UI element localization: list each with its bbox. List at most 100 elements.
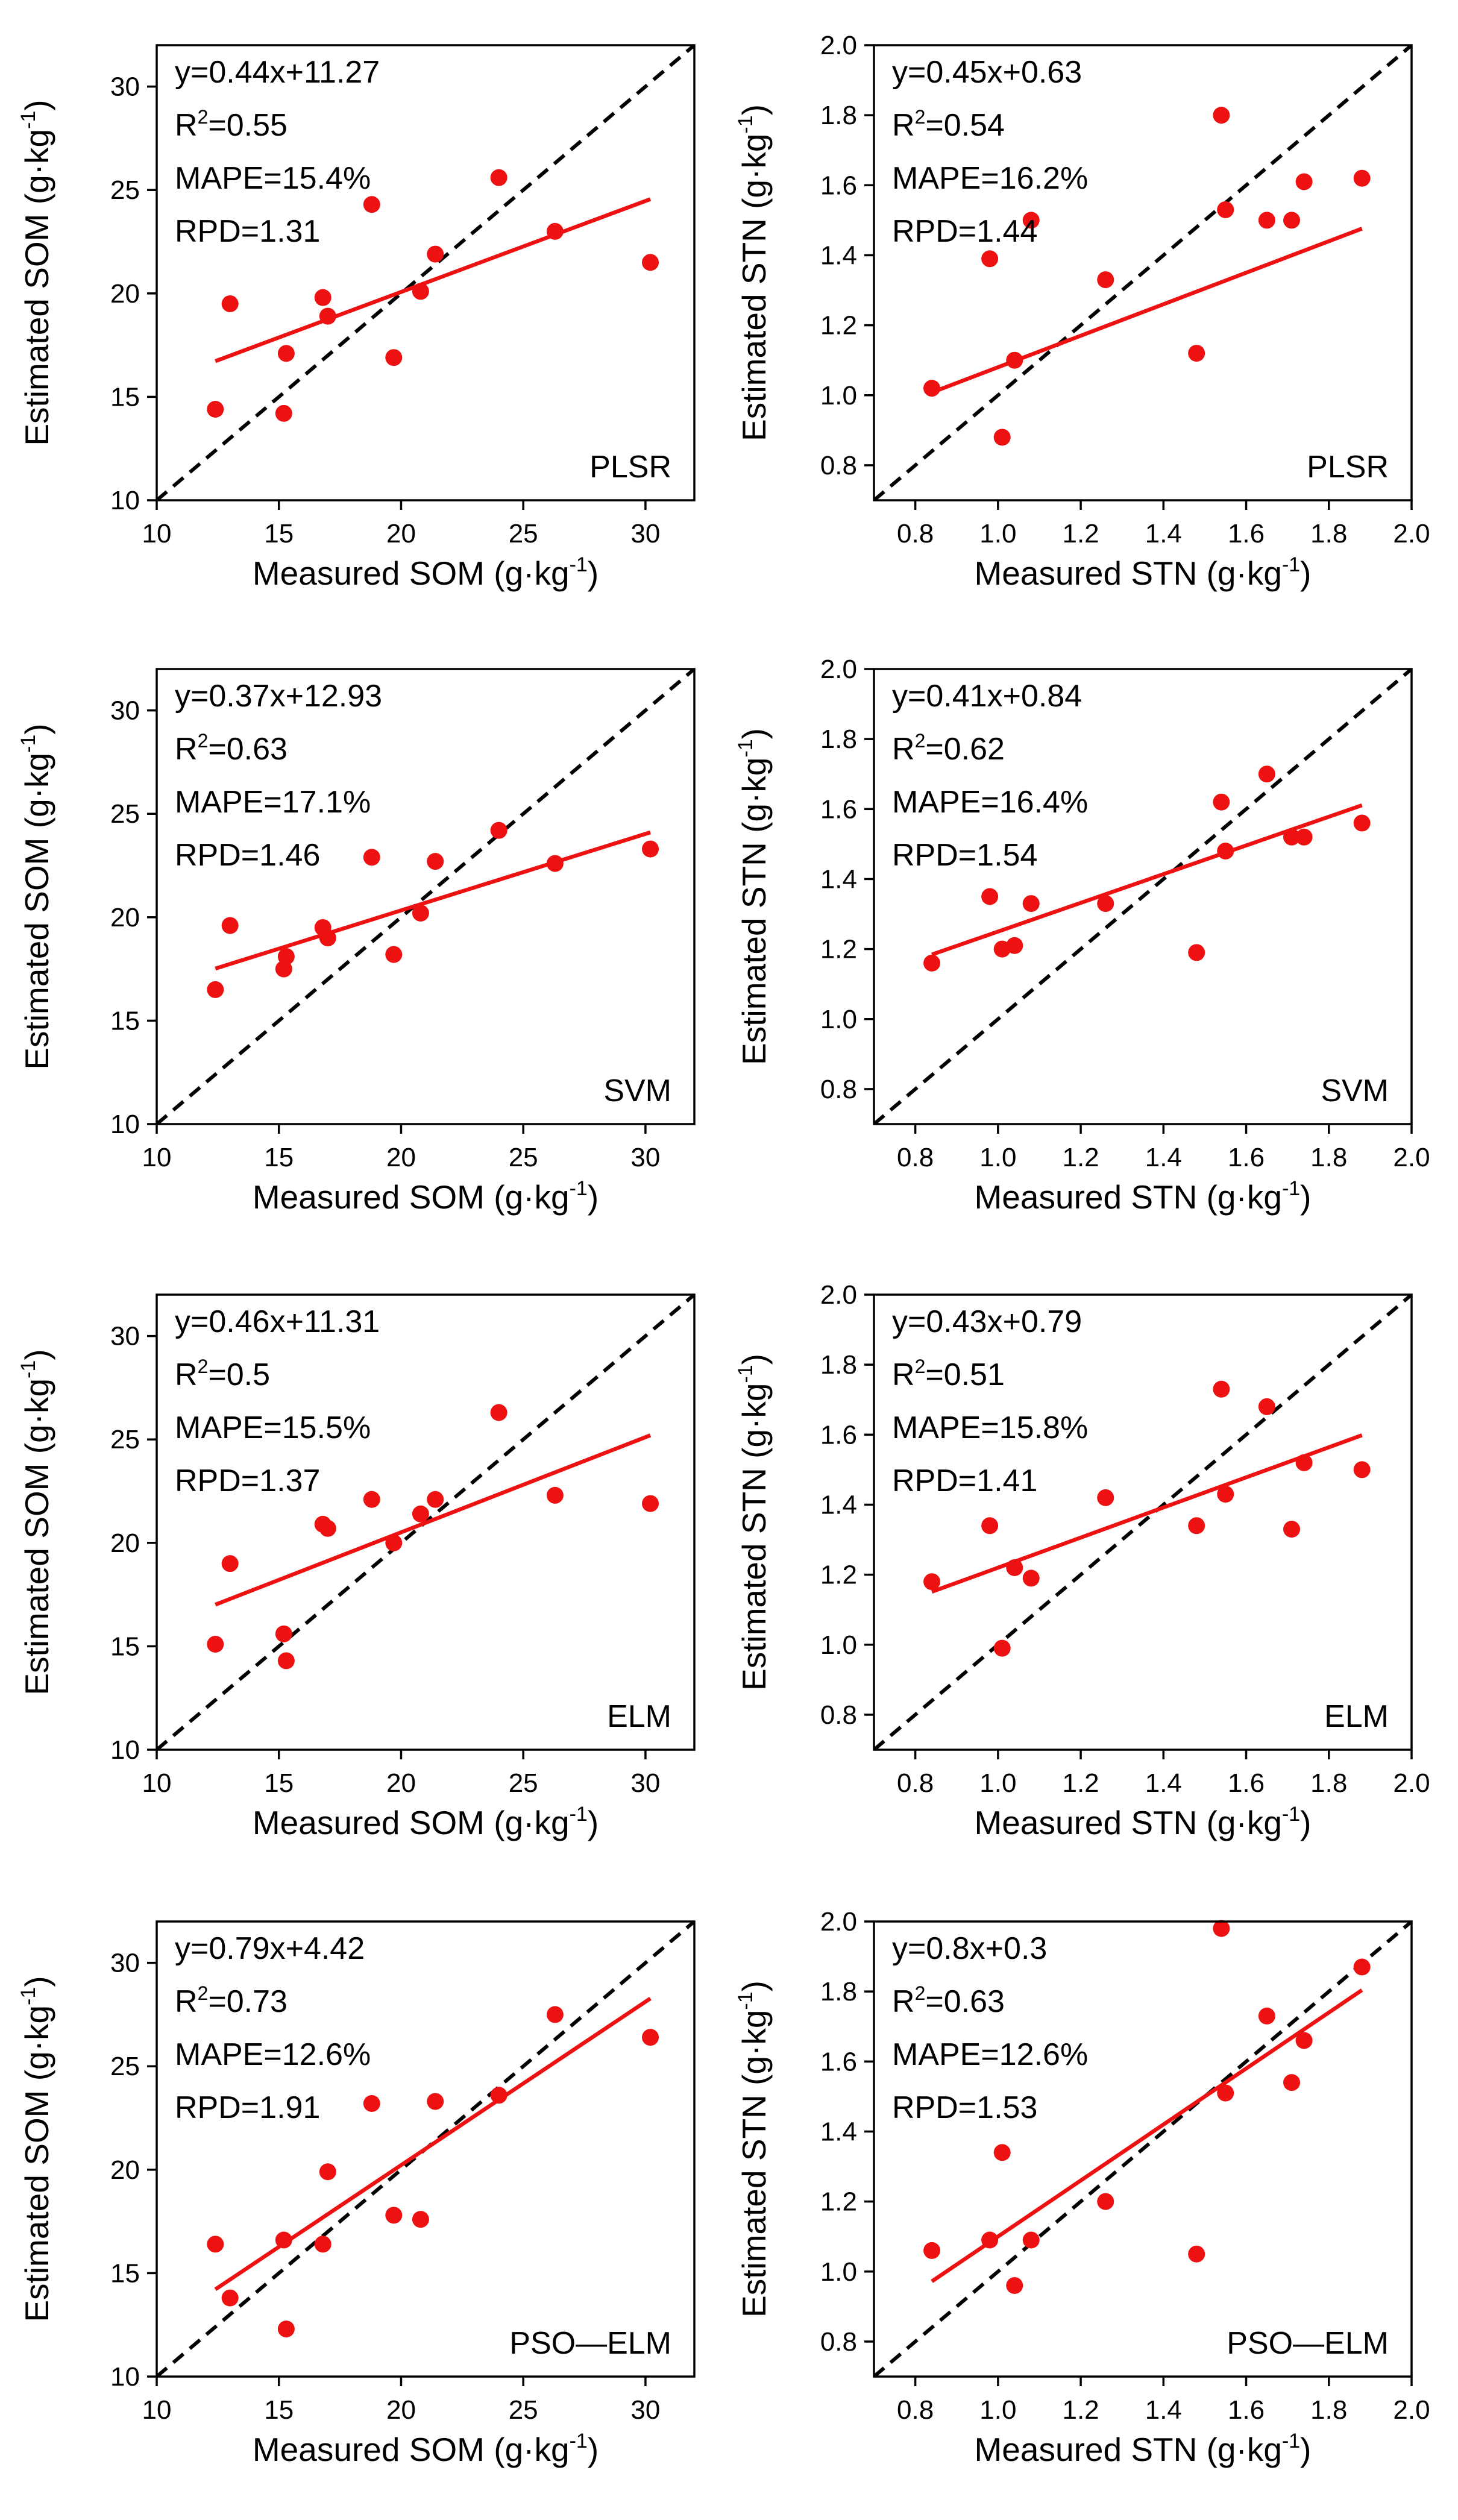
x-tick-label: 1.8 [1310,2395,1347,2425]
data-point [319,929,336,947]
data-point [314,2236,332,2253]
scatter-panel-elm-som: 10 15 20 25 30 10 15 20 25 30 Measured SOM (g·kg-1… [3,1268,732,1893]
regression-equation: y=0.41x+0.84 [892,679,1082,714]
x-tick-label: 30 [630,2395,660,2425]
data-point [363,1491,380,1508]
identity-line [874,45,1412,500]
x-tick-label: 2.0 [1393,1768,1430,1798]
data-point [981,1517,999,1535]
data-point [1213,1920,1230,1937]
x-tick-label: 10 [142,519,172,548]
x-tick-label: 1.0 [979,1768,1016,1798]
y-tick-label: 30 [110,696,140,726]
axes-frame [156,1920,696,2378]
regression-line [215,830,651,971]
y-tick-label: 2.0 [820,1907,857,1937]
data-point [1258,2007,1275,2025]
x-tick-label: 30 [630,1768,660,1798]
y-tick-label: 20 [110,2155,140,2185]
y-tick-label: 15 [110,1006,140,1035]
mape-label: MAPE=12.6% [175,2037,371,2072]
rpd-label: RPD=1.37 [175,1463,320,1498]
x-tick-label: 0.8 [897,1768,934,1798]
data-point [981,2231,999,2249]
data-point [1006,2277,1023,2294]
y-tick-label: 25 [110,1425,140,1454]
data-point [1353,814,1371,832]
data-point [427,1491,444,1508]
identity-line [157,45,694,500]
scatter-panel-svm-som: 10 15 20 25 30 10 15 20 25 30 Measured SOM (g·kg-1… [3,642,732,1268]
axes-frame [156,1293,696,1751]
x-tick-label: 1.6 [1228,1768,1265,1798]
data-point [277,345,295,362]
r-squared-label: R2=0.62 [892,730,1005,767]
data-point [221,1555,239,1573]
y-axis-label: Estimated STN (g·kg-1) [734,1354,773,1691]
y-tick-label: 10 [110,1110,140,1139]
y-tick-label: 25 [110,175,140,205]
data-point [490,169,507,186]
y-tick-label: 1.8 [820,1977,857,2006]
data-point [546,2006,564,2023]
y-axis-label: Estimated SOM (g·kg-1) [17,723,55,1069]
data-point [546,1486,564,1504]
data-point [993,1639,1011,1657]
y-tick-label: 1.0 [820,1005,857,1034]
x-tick-label: 1.0 [979,1143,1016,1172]
x-tick-label: 0.8 [897,519,934,548]
data-point [490,1404,507,1421]
axes-frame [873,668,1413,1125]
r-squared-label: R2=0.63 [175,730,288,767]
y-tick-label: 1.2 [820,2187,857,2217]
model-name-label: PSO—ELM [1227,2326,1389,2361]
mape-label: MAPE=16.4% [892,785,1088,820]
data-point [275,2231,292,2249]
x-tick-label: 1.0 [979,2395,1016,2425]
y-tick-label: 1.0 [820,2257,857,2287]
x-tick-label: 10 [142,1143,172,1172]
axes-frame [873,44,1413,501]
data-point [1217,843,1234,859]
regression-line [931,803,1363,957]
y-tick-label: 1.2 [820,935,857,964]
regression-line [931,1988,1363,2283]
x-tick-label: 1.6 [1228,2395,1265,2425]
y-tick-label: 1.6 [820,2047,857,2076]
y-tick-label: 1.6 [820,794,857,824]
scatter-chart: 0.8 1.0 1.2 1.4 1.6 1.8 2.0 0.8 1.0 1.2 1.4 1.6 1.8 2… [734,1280,1430,1841]
x-tick-label: 20 [386,519,416,548]
data-point [1217,201,1234,218]
r-squared-label: R2=0.73 [175,1982,288,2019]
data-point [363,2095,380,2112]
scatter-chart: 0.8 1.0 1.2 1.4 1.6 1.8 2.0 0.8 1.0 1.2 1.4 1.6 1.8 2… [734,1907,1430,2468]
axes-frame [156,44,696,501]
y-tick-label: 1.2 [820,311,857,341]
data-point [1353,1461,1371,1478]
data-point [1188,944,1205,961]
y-axis-label: Estimated STN (g·kg-1) [734,728,773,1065]
mape-label: MAPE=16.2% [892,161,1088,196]
regression-equation: y=0.45x+0.63 [892,55,1082,90]
y-tick-label: 1.6 [820,171,857,200]
data-point [1188,2245,1205,2263]
x-tick-label: 1.4 [1145,1768,1182,1798]
y-tick-label: 1.4 [820,1490,857,1519]
x-tick-label: 1.4 [1145,519,1182,548]
regression-equation: y=0.37x+12.93 [175,679,382,714]
data-point [1188,345,1205,362]
y-tick-label: 10 [110,1735,140,1765]
data-point [1006,351,1023,369]
y-tick-label: 0.8 [820,451,857,480]
x-tick-label: 1.8 [1310,1768,1347,1798]
data-point [490,2087,507,2104]
y-tick-label: 1.4 [820,864,857,894]
regression-line [215,197,652,363]
identity-line [157,669,694,1124]
data-point [1295,828,1313,846]
data-point [642,840,659,858]
data-point [363,849,380,866]
x-tick-label: 1.8 [1310,519,1347,548]
x-tick-label: 2.0 [1393,519,1430,548]
data-point [1217,1486,1234,1503]
